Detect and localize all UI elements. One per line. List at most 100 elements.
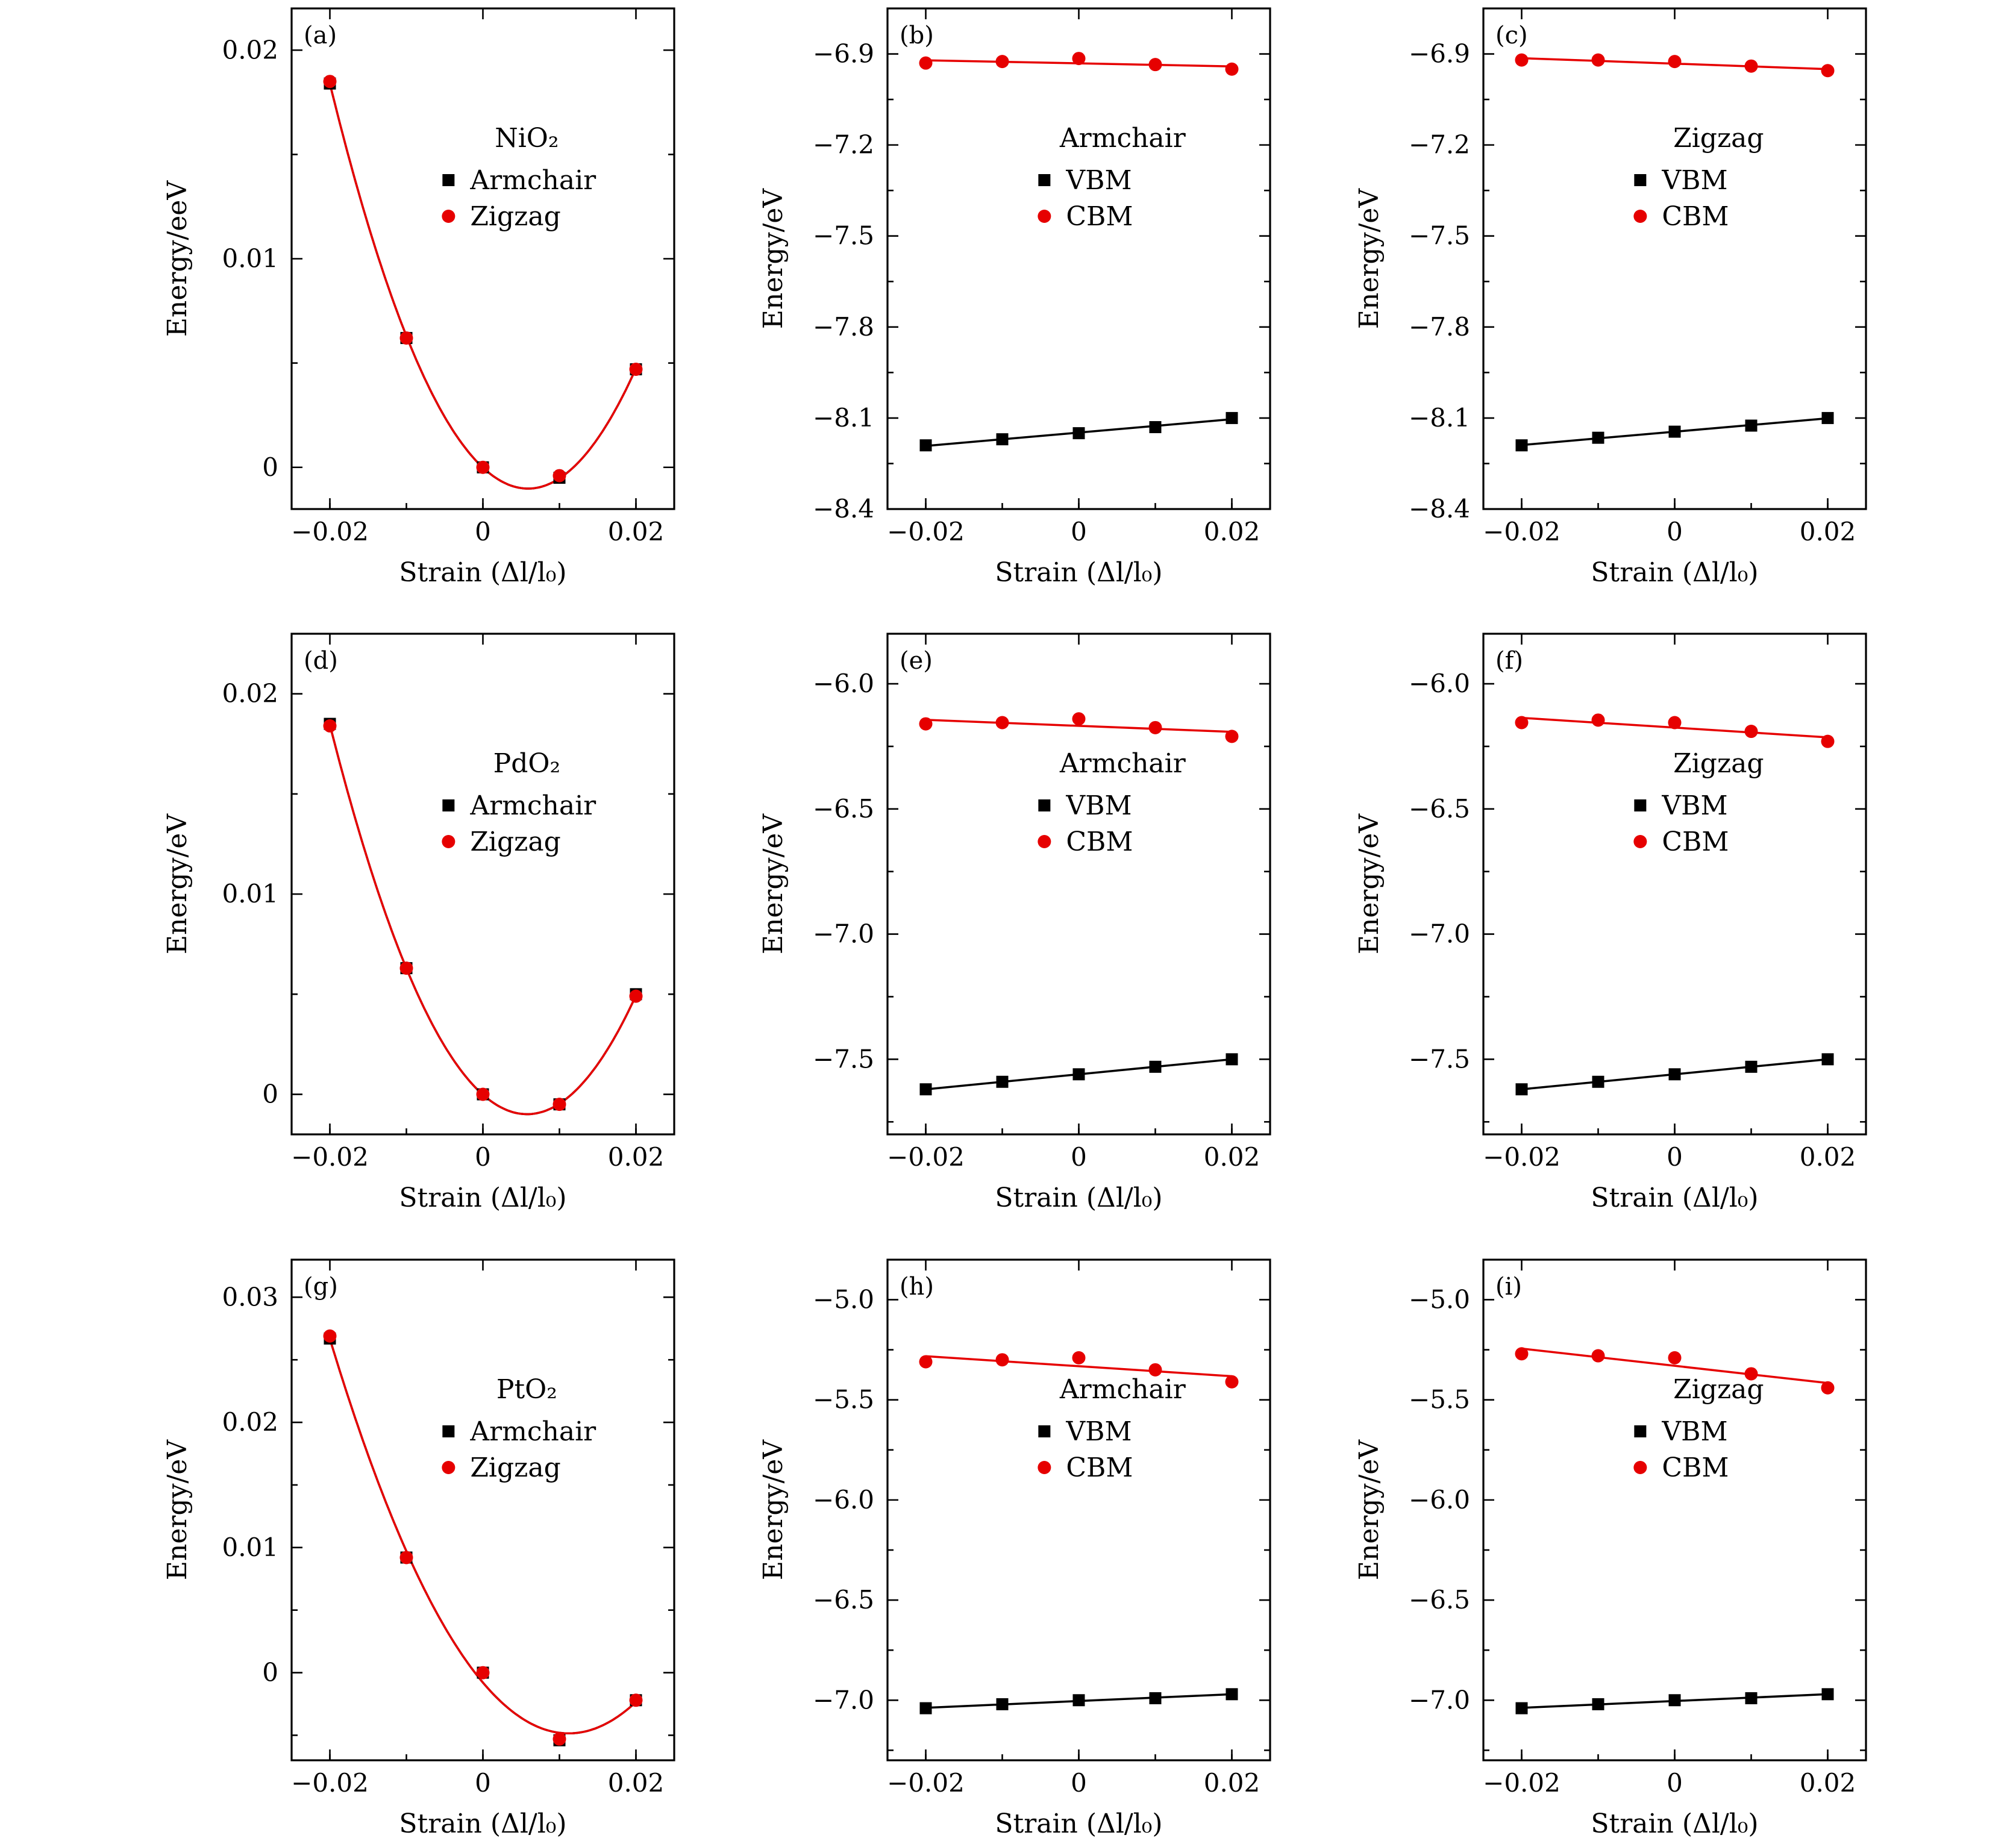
legend-label: VBM [1661, 790, 1727, 821]
x-tick-label: 0 [1071, 1768, 1087, 1798]
y-tick-label: 0 [262, 452, 278, 482]
data-point-zigzag [323, 75, 337, 89]
legend-marker-circle [1038, 210, 1051, 223]
legend-marker-circle [442, 835, 455, 848]
y-axis-label: Energy/eV [758, 813, 789, 954]
data-point-zigzag [476, 1666, 490, 1680]
x-tick-label: −0.02 [291, 1142, 369, 1172]
legend-title: PtO₂ [496, 1374, 557, 1405]
y-tick-label: −7.5 [813, 221, 874, 251]
data-point-vbm [1515, 1083, 1528, 1096]
legend-label: CBM [1662, 1452, 1729, 1483]
data-point-cbm [1515, 1347, 1529, 1361]
legend-title: Zigzag [1673, 1374, 1764, 1405]
axes-frame [290, 7, 675, 510]
data-point-zigzag [323, 719, 337, 733]
y-axis-label: Energy/eV [162, 813, 193, 954]
y-axis-label: Energy/eV [1354, 813, 1385, 954]
data-point-vbm [1226, 1688, 1238, 1701]
data-point-vbm [919, 1083, 932, 1096]
x-axis-label: Strain (Δl/l₀) [399, 1183, 566, 1213]
x-tick-label: 0 [475, 1142, 491, 1172]
legend-marker-circle [1633, 835, 1647, 848]
y-tick-label: −5.0 [1409, 1284, 1470, 1314]
y-axis-label: Energy/eV [758, 1439, 789, 1580]
data-point-cbm [1591, 713, 1605, 727]
y-tick-label: −5.0 [813, 1284, 874, 1314]
y-tick-label: −7.5 [1409, 1044, 1470, 1074]
data-point-cbm [919, 717, 933, 731]
y-tick-label: −7.0 [1409, 919, 1470, 949]
x-tick-label: 0 [1071, 1142, 1087, 1172]
data-point-vbm [1668, 425, 1681, 438]
legend-label: CBM [1066, 1452, 1133, 1483]
legend-title: Armchair [1059, 1374, 1186, 1405]
legend-label: CBM [1662, 827, 1729, 857]
data-point-zigzag [476, 1087, 490, 1101]
y-tick-label: −8.1 [1409, 403, 1470, 433]
x-tick-label: −0.02 [887, 1142, 965, 1172]
data-point-vbm [1515, 439, 1528, 452]
panel-f: −0.02 0 0.02 −7.5 −7.0 −6.5 −6.0 Strain (Δl/l₀)… [1354, 633, 1867, 1213]
data-point-vbm [1226, 1053, 1238, 1066]
x-tick-label: 0 [1071, 517, 1087, 546]
y-tick-label: 0 [262, 1658, 278, 1687]
data-point-zigzag [399, 961, 413, 975]
y-tick-label: −7.0 [813, 919, 874, 949]
data-point-vbm [1226, 411, 1238, 424]
y-tick-label: −6.9 [1409, 39, 1470, 69]
panel-i: −0.02 0 0.02 −7.0 −6.5 −6.0 −5.5 −5.0 Strain (Δl… [1354, 1258, 1867, 1838]
panel-label: (b) [900, 22, 934, 49]
legend-title: PdO₂ [493, 748, 560, 779]
x-tick-label: 0 [475, 517, 491, 546]
axes-frame [1482, 7, 1867, 510]
x-tick-label: −0.02 [887, 1768, 965, 1798]
data-point-vbm [1592, 1698, 1604, 1710]
x-tick-label: 0.02 [1204, 1142, 1260, 1172]
data-point-cbm [1148, 721, 1162, 734]
fit-line-cbm [925, 719, 1232, 733]
fit-line-cbm [925, 1355, 1232, 1378]
legend-label: Armchair [469, 790, 596, 821]
x-axis-label: Strain (Δl/l₀) [995, 1808, 1162, 1838]
x-axis-label: Strain (Δl/l₀) [1591, 1183, 1758, 1213]
data-point-vbm [1515, 1702, 1528, 1715]
y-tick-label: −6.5 [1409, 794, 1470, 824]
y-tick-label: −7.0 [1409, 1685, 1470, 1715]
data-point-zigzag [553, 1098, 566, 1111]
legend-label: VBM [1065, 165, 1132, 196]
data-point-cbm [1148, 1363, 1162, 1377]
data-layer [1515, 1347, 1835, 1715]
y-tick-label: 0.02 [222, 1407, 278, 1437]
panel-d: −0.02 0 0.02 0 0.01 0.02 Strain (Δl/l₀) Energy/… [162, 633, 675, 1213]
y-tick-label: −7.0 [813, 1685, 874, 1715]
y-tick-label: −6.0 [1409, 1485, 1470, 1514]
legend-marker-circle [1633, 210, 1647, 223]
legend-marker-square [1038, 1425, 1051, 1437]
y-tick-label: −7.8 [1409, 312, 1470, 342]
x-tick-label: 0.02 [1800, 1142, 1856, 1172]
panel-a: −0.02 0 0.02 0 0.01 0.02 Strain (Δl/l₀) Energy/… [162, 7, 675, 588]
data-point-vbm [1745, 1692, 1758, 1704]
panel-label: (c) [1495, 22, 1528, 49]
data-point-zigzag [323, 1329, 337, 1343]
data-point-vbm [1668, 1068, 1681, 1081]
data-point-zigzag [476, 460, 490, 474]
legend-marker-square [442, 1425, 455, 1437]
data-point-vbm [1745, 419, 1758, 432]
panel-b: −0.02 0 0.02 −8.4 −8.1 −7.8 −7.5 −7.2 −6.9 Strain… [758, 7, 1271, 588]
data-point-cbm [1515, 716, 1529, 730]
y-tick-label: −7.2 [813, 130, 874, 160]
legend-title: Zigzag [1673, 748, 1764, 779]
data-point-cbm [1744, 725, 1758, 739]
x-axis-label: Strain (Δl/l₀) [399, 1808, 566, 1838]
panel-label: (d) [304, 647, 338, 675]
x-axis-label: Strain (Δl/l₀) [399, 557, 566, 588]
panel-label: (a) [304, 22, 337, 49]
data-point-cbm [1072, 1351, 1086, 1364]
data-layer [1515, 53, 1835, 452]
legend-label: Armchair [469, 165, 596, 196]
legend-title: Zigzag [1673, 123, 1764, 154]
data-point-zigzag [629, 1693, 643, 1707]
y-tick-label: −6.0 [813, 1485, 874, 1514]
